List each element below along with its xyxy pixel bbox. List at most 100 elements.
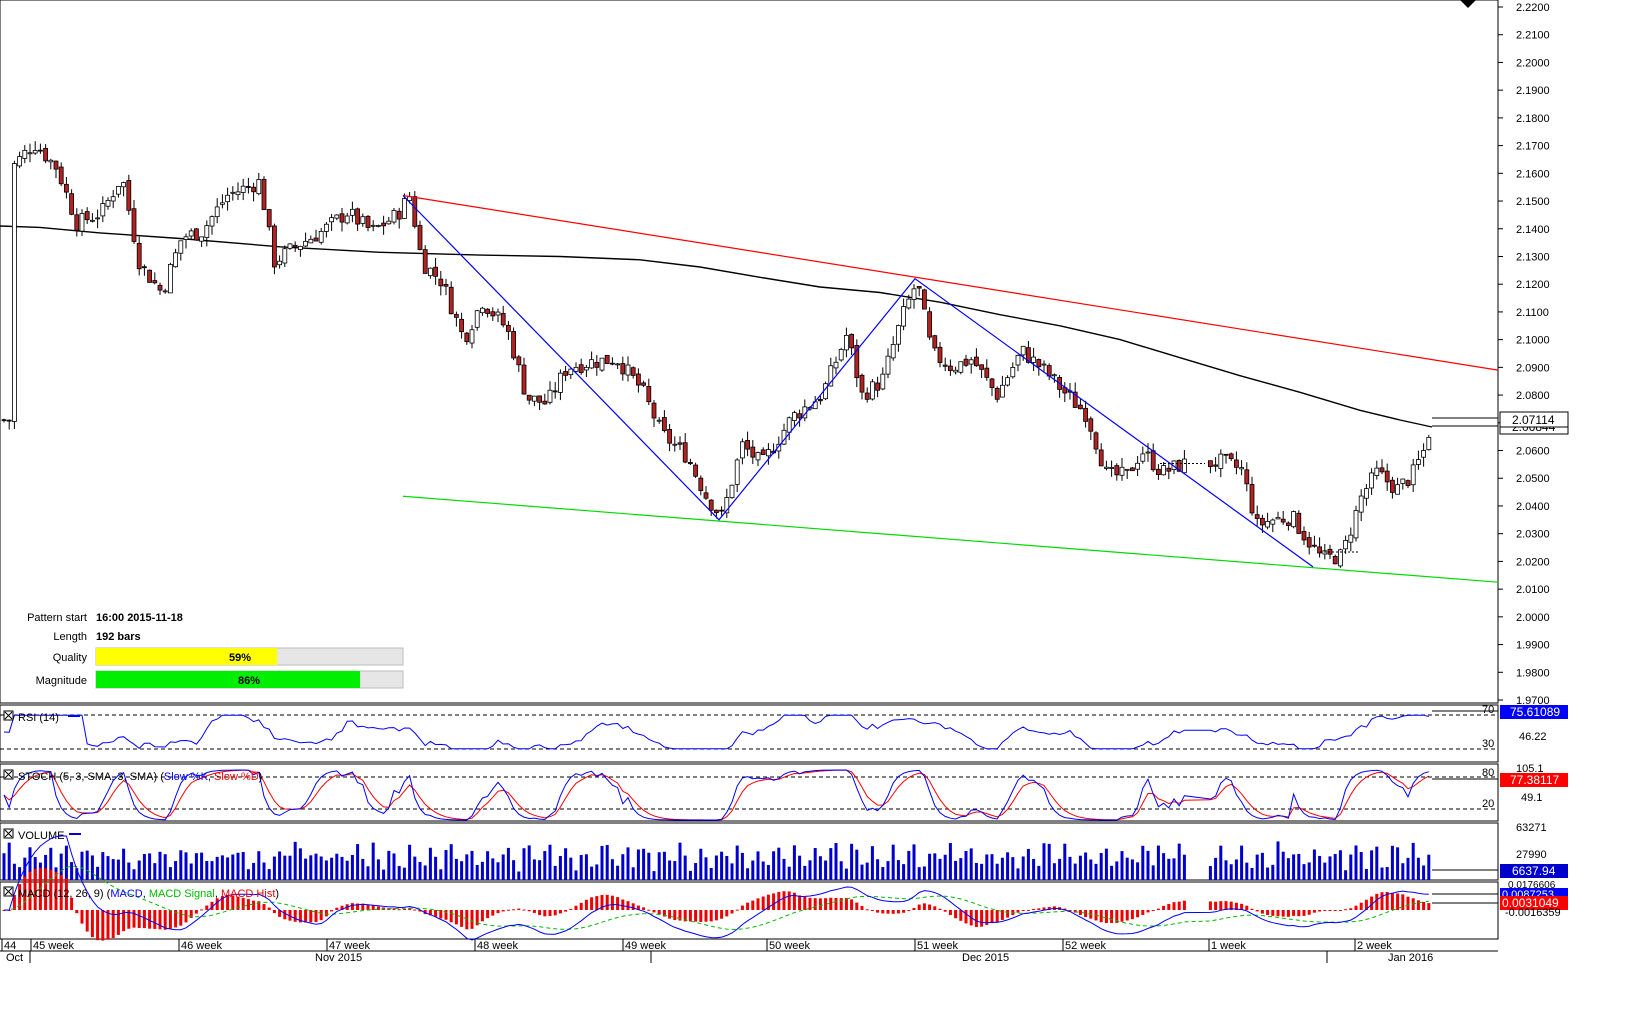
length-label: Length [53, 631, 87, 643]
macd-hist-bar [1115, 910, 1119, 923]
candle-bull [906, 298, 912, 309]
macd-hist-bar [402, 908, 406, 910]
candle-bear [422, 249, 428, 274]
volume-bar [189, 863, 193, 880]
candle-bull [755, 452, 761, 461]
candle-bull [1358, 495, 1364, 513]
candle-bull [1364, 488, 1369, 499]
price-plot-frame [0, 0, 1499, 704]
macd-hist-bar [590, 897, 594, 910]
macd-hist-bar [304, 910, 308, 923]
macd-hist-bar [122, 910, 126, 932]
macd-hist-bar [1037, 908, 1041, 910]
volume-bar [527, 845, 531, 880]
resistance-line[interactable] [402, 194, 1499, 371]
macd-hist-bar [101, 910, 105, 941]
collapse-arrow-icon[interactable] [1460, 0, 1476, 8]
candle-bear [521, 364, 527, 395]
macd-hist-bar [1214, 901, 1218, 910]
volume-bar [694, 863, 698, 880]
macd-hist-bar [1375, 893, 1379, 910]
volume-bar [1396, 847, 1400, 880]
zigzag-pattern-line[interactable] [402, 195, 1314, 568]
volume-bar [616, 865, 620, 880]
month-label: Jan 2016 [1388, 952, 1433, 964]
candle-bull [1338, 549, 1343, 567]
volume-bar [1063, 843, 1067, 880]
volume-bar [683, 855, 687, 880]
price-tick-label: 2.1200 [1516, 279, 1550, 291]
candle-bull [656, 419, 662, 422]
volume-bar [621, 854, 625, 880]
candle-bear [1176, 460, 1182, 472]
candle-bear [500, 313, 506, 326]
volume-bar [902, 864, 906, 880]
macd-hist-bar [158, 910, 162, 930]
support-line[interactable] [402, 495, 1499, 583]
volume-toggle-x [4, 829, 13, 838]
volume-bar [111, 859, 115, 880]
volume-bar [1011, 857, 1015, 880]
macd-hist-bar [928, 904, 932, 910]
volume-bar [200, 852, 204, 880]
candle-bull [792, 412, 797, 421]
stoch-toggle-x [4, 770, 13, 779]
candle-bear [974, 356, 979, 367]
macd-hist-bar [257, 901, 261, 910]
candle-bear [714, 509, 719, 514]
macd-hist-bar [584, 899, 588, 910]
candle-bear [932, 335, 938, 349]
stoch-label: STOCH (5, 3, SMA, 3, SMA) (Slow %K, Slow… [18, 771, 262, 783]
candle-bear [1280, 518, 1286, 523]
candle-bull [370, 224, 376, 227]
macd-hist-bar [1026, 909, 1030, 911]
macd-hist-bar [215, 898, 219, 910]
volume-bar [80, 851, 84, 880]
macd-hist-bar [1250, 908, 1254, 910]
macd-hist-bar [1406, 896, 1410, 910]
volume-bar [1208, 866, 1212, 880]
macd-hist-bar [532, 910, 536, 913]
volume-bar [517, 871, 521, 880]
candle-bear [396, 210, 402, 220]
volume-bar [569, 857, 573, 880]
volume-bar [142, 854, 146, 880]
volume-bar [1032, 858, 1036, 880]
macd-hist-bar [1021, 910, 1025, 911]
volume-bar [1006, 852, 1010, 880]
volume-bar [496, 862, 500, 880]
candle-bull [1275, 517, 1281, 520]
macd-hist-bar [517, 908, 521, 910]
volume-bar [231, 854, 235, 880]
macd-hist-bar [1110, 910, 1114, 924]
candle-bear [141, 266, 147, 269]
volume-bar [272, 856, 276, 880]
candle-bull [474, 310, 480, 328]
volume-bar [1416, 857, 1420, 880]
macd-hist-bar [1255, 910, 1259, 912]
price-tick-label: 2.0000 [1516, 612, 1550, 624]
volume-mid-tick: 27990 [1516, 849, 1547, 861]
candle-bear [412, 196, 418, 227]
volume-bar [1214, 857, 1218, 880]
candle-bear [979, 364, 984, 370]
macd-hist-bar [792, 892, 796, 910]
volume-bar [174, 861, 178, 880]
macd-hist-bar [475, 910, 479, 926]
macd-hist-bar [90, 910, 94, 938]
stoch-level-80-label: 80 [1482, 767, 1494, 779]
candle-bear [1098, 449, 1104, 467]
macd-hist-bar [1338, 910, 1342, 911]
macd-hist-bar [278, 910, 282, 917]
candle-bear [1306, 537, 1312, 548]
macd-hist-bar [200, 909, 204, 911]
candle-bear [854, 345, 860, 379]
macd-hist-bar [28, 871, 32, 910]
macd-hist-bar [1307, 910, 1311, 915]
macd-hist-bar [579, 902, 583, 910]
candle-bear [604, 354, 610, 364]
candle-bull [209, 216, 215, 227]
week-label: 49 week [625, 940, 666, 952]
volume-bar [298, 848, 302, 880]
